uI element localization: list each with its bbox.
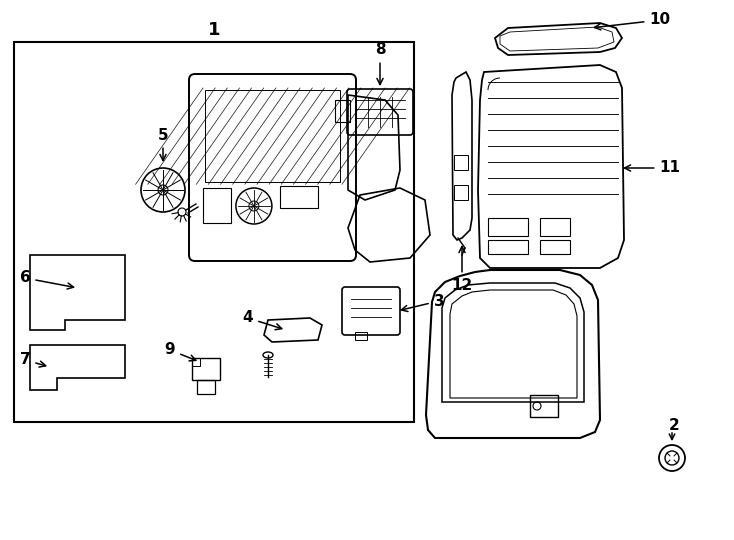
Bar bbox=[280, 186, 319, 208]
Text: 6: 6 bbox=[20, 271, 73, 289]
Text: 3: 3 bbox=[401, 294, 444, 312]
Text: 4: 4 bbox=[243, 310, 282, 330]
Bar bbox=[488, 240, 528, 254]
Bar bbox=[530, 395, 558, 417]
Bar bbox=[355, 332, 367, 340]
Bar bbox=[540, 218, 570, 236]
Bar bbox=[454, 185, 468, 200]
Text: 7: 7 bbox=[20, 353, 46, 368]
Text: 11: 11 bbox=[625, 160, 680, 176]
Bar bbox=[488, 218, 528, 236]
Text: 12: 12 bbox=[451, 246, 473, 293]
Bar bbox=[335, 100, 350, 122]
Bar bbox=[540, 240, 570, 254]
Text: 2: 2 bbox=[669, 418, 680, 434]
Bar bbox=[205, 90, 340, 183]
Bar bbox=[192, 358, 200, 366]
Bar bbox=[14, 42, 414, 422]
Bar bbox=[203, 188, 231, 223]
Text: 9: 9 bbox=[164, 342, 196, 361]
Text: 8: 8 bbox=[374, 43, 385, 85]
Bar bbox=[454, 155, 468, 170]
Bar bbox=[197, 380, 215, 394]
Text: 1: 1 bbox=[208, 21, 220, 39]
Text: 10: 10 bbox=[595, 12, 671, 30]
Text: 5: 5 bbox=[158, 127, 168, 160]
Bar bbox=[192, 358, 220, 380]
